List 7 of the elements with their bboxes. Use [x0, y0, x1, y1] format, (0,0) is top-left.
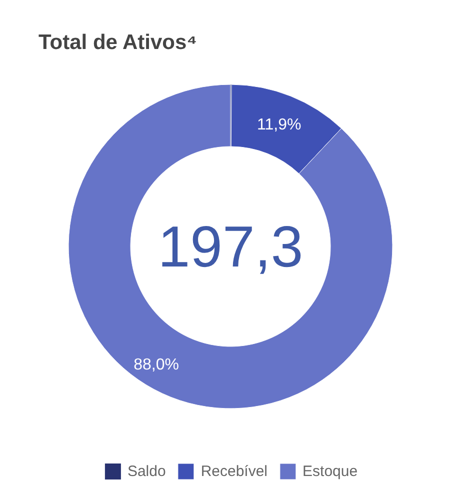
- chart-title: Total de Ativos⁴: [38, 31, 198, 54]
- data-label: 88,0%: [134, 356, 180, 374]
- text: 197,3: [158, 214, 304, 280]
- legend-label: Estoque: [302, 462, 358, 480]
- legend-label: Saldo: [127, 462, 166, 480]
- data-label: 11,9%: [257, 116, 302, 134]
- legend-label: Recebível: [200, 462, 268, 480]
